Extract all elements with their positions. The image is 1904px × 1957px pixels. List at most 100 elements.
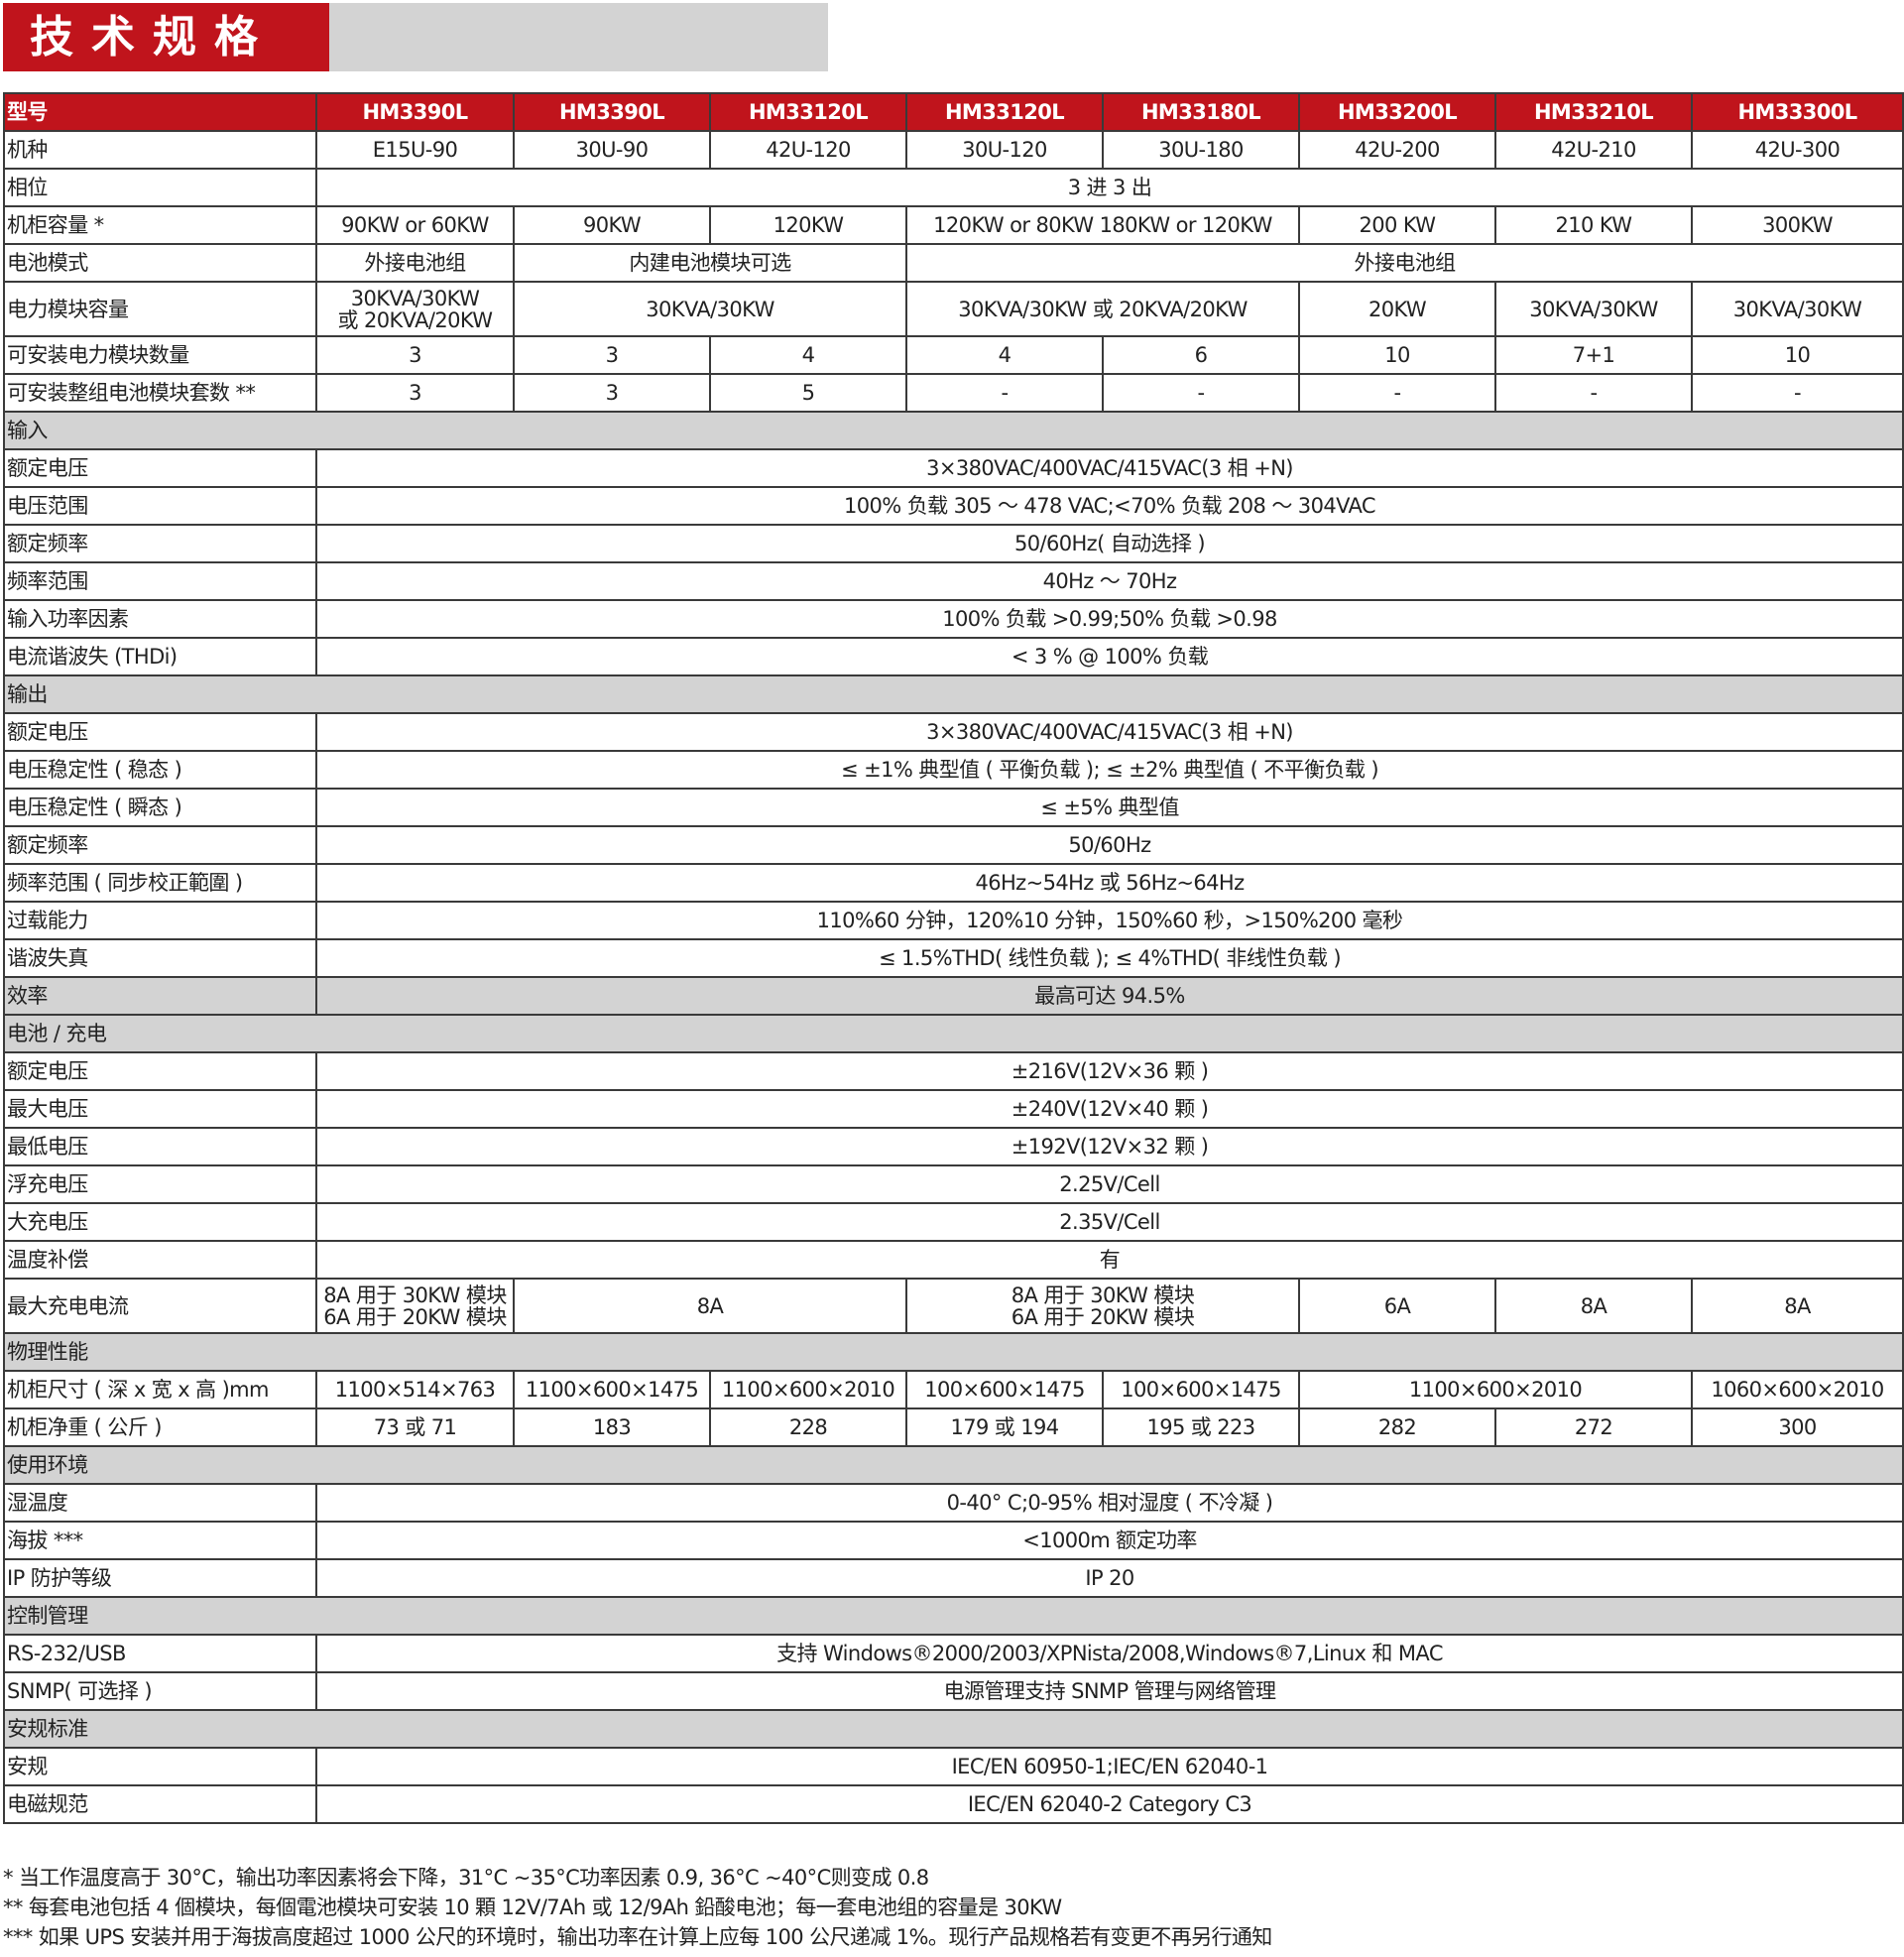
table-row: 额定频率 50/60Hz [3,825,1904,865]
model-header-cell: HM33300L [1691,92,1904,132]
value-cell: 内建电池模块可选 [513,243,907,283]
value-cell: 42U-200 [1298,130,1496,170]
row-label: 电压稳定性 ( 稳态 ) [3,750,317,790]
value-cell: ≤ ±1% 典型值 ( 平衡负载 ); ≤ ±2% 典型值 ( 不平衡负载 ) [315,750,1904,790]
value-cell: - [1102,373,1300,413]
value-cell: ±216V(12V×36 颗 ) [315,1051,1904,1091]
value-cell: ±240V(12V×40 颗 ) [315,1089,1904,1129]
section-title: 输入 [3,411,1904,450]
table-row: RS-232/USB 支持 Windows®2000/2003/XPNista/2… [3,1634,1904,1673]
table-row: 额定电压 ±216V(12V×36 颗 ) [3,1051,1904,1091]
row-label: 电池模式 [3,243,317,283]
value-cell: 3×380VAC/400VAC/415VAC(3 相 +N) [315,712,1904,752]
value-cell: 1100×514×763 [315,1370,515,1409]
row-label: 额定电压 [3,1051,317,1091]
row-label: 最低电压 [3,1127,317,1166]
value-cell: 8A [1494,1278,1693,1334]
table-row: 输入功率因素 100% 负载 >0.99;50% 负载 >0.98 [3,599,1904,639]
table-row: 电流谐波失 (THDi) < 3 % @ 100% 负载 [3,637,1904,676]
table-row: 频率范围 ( 同步校正範圍 ) 46Hz~54Hz 或 56Hz~64Hz [3,863,1904,903]
value-cell: 外接电池组 [905,243,1904,283]
value-cell: 50/60Hz( 自动选择 ) [315,524,1904,563]
row-label: 相位 [3,168,317,207]
title-banner-bar [329,3,828,71]
row-label: 机柜容量 * [3,205,317,245]
row-label: 海拔 *** [3,1521,317,1560]
model-header-cell: HM3390L [315,92,515,132]
section-title: 安规标准 [3,1709,1904,1749]
value-cell: 100×600×1475 [1102,1370,1300,1409]
table-row: 电力模块容量 30KVA/30KW 或 20KVA/20KW 30KVA/30KW 3… [3,281,1904,337]
value-cell: ≤ 1.5%THD( 线性负载 ); ≤ 4%THD( 非线性负载 ) [315,938,1904,978]
value-cell: 42U-210 [1494,130,1693,170]
value-cell: 100% 负载 305 ～ 478 VAC;<70% 负载 208 ～ 304V… [315,486,1904,526]
row-label: 安规 [3,1747,317,1786]
table-row: 额定频率 50/60Hz( 自动选择 ) [3,524,1904,563]
row-label: 机柜尺寸 ( 深 x 宽 x 高 )mm [3,1370,317,1409]
value-cell: 8A [1691,1278,1904,1334]
value-cell: 90KW [513,205,711,245]
table-row: IP 防护等级 IP 20 [3,1558,1904,1598]
value-cell: E15U-90 [315,130,515,170]
table-row: 谐波失真 ≤ 1.5%THD( 线性负载 ); ≤ 4%THD( 非线性负载 ) [3,938,1904,978]
section-title: 物理性能 [3,1332,1904,1372]
model-header-cell: HM33180L [1102,92,1300,132]
table-row: 电池模式 外接电池组 内建电池模块可选 外接电池组 [3,243,1904,283]
value-cell: 5 [709,373,907,413]
section-title: 电池 / 充电 [3,1014,1904,1053]
row-label: 温度补偿 [3,1240,317,1280]
table-row: 电压范围 100% 负载 305 ～ 478 VAC;<70% 负载 208 ～ … [3,486,1904,526]
table-row: 机柜净重 ( 公斤 ) 73 或 71 183 228 179 或 194 195 或 2… [3,1407,1904,1447]
value-cell: 100% 负载 >0.99;50% 负载 >0.98 [315,599,1904,639]
row-label: SNMP( 可选择 ) [3,1671,317,1711]
value-cell: 30KVA/30KW 或 20KVA/20KW [905,281,1300,337]
table-row: 可安装整组电池模块套数 ** 3 3 5- - - - - [3,373,1904,413]
row-label: 浮充电压 [3,1164,317,1204]
value-cell: 2.35V/Cell [315,1202,1904,1242]
row-label: 可安装整组电池模块套数 ** [3,373,317,413]
model-header-cell: HM33210L [1494,92,1693,132]
value-cell: 90KW or 60KW [315,205,515,245]
value-cell: 4 [709,335,907,375]
value-cell: 73 或 71 [315,1407,515,1447]
value-cell: 30U-90 [513,130,711,170]
value-cell: 3 [513,373,711,413]
value-cell: 3 [315,335,515,375]
value-cell: 100×600×1475 [905,1370,1104,1409]
table-row: 电压稳定性 ( 瞬态 ) ≤ ±5% 典型值 [3,788,1904,827]
value-cell: 最高可达 94.5% [315,976,1904,1016]
row-label: 额定频率 [3,825,317,865]
value-cell: <1000m 额定功率 [315,1521,1904,1560]
value-cell: 30KVA/30KW 或 20KVA/20KW [315,281,515,337]
table-row: 机柜尺寸 ( 深 x 宽 x 高 )mm 1100×514×763 1100×600… [3,1370,1904,1409]
value-cell: 4 [905,335,1104,375]
value-cell: 300KW [1691,205,1904,245]
row-label: 效率 [3,976,317,1016]
row-label: RS-232/USB [3,1634,317,1673]
model-header-cell: HM33200L [1298,92,1496,132]
value-cell: 1060×600×2010 [1691,1370,1904,1409]
table-row: 额定电压 3×380VAC/400VAC/415VAC(3 相 +N) [3,448,1904,488]
page-title: 技术规格 [3,3,329,71]
value-cell: 8A [513,1278,907,1334]
row-label: 电流谐波失 (THDi) [3,637,317,676]
row-label: 最大电压 [3,1089,317,1129]
row-label: 频率范围 ( 同步校正範圍 ) [3,863,317,903]
value-cell: 8A 用于 30KW 模块 6A 用于 20KW 模块 [315,1278,515,1334]
value-cell: 50/60Hz [315,825,1904,865]
value-cell: 7+1 [1494,335,1693,375]
value-cell: 42U-120 [709,130,907,170]
row-label: 电力模块容量 [3,281,317,337]
value-cell: 有 [315,1240,1904,1280]
table-row: 浮充电压 2.25V/Cell [3,1164,1904,1204]
footnote-2: ** 每套电池包括 4 個模块，每個電池模块可安装 10 顆 12V/7Ah 或… [3,1896,1062,1919]
table-row: 过载能力 110%60 分钟，120%10 分钟，150%60 秒，>150%20… [3,901,1904,940]
value-cell: - [1494,373,1693,413]
value-cell: 6A [1298,1278,1496,1334]
table-row: 效率 最高可达 94.5% [3,976,1904,1016]
value-cell: 8A 用于 30KW 模块 6A 用于 20KW 模块 [905,1278,1300,1334]
table-row: 电压稳定性 ( 稳态 ) ≤ ±1% 典型值 ( 平衡负载 ); ≤ ±2% 典型… [3,750,1904,790]
section-row: 电池 / 充电 [3,1014,1904,1053]
value-cell: 外接电池组 [315,243,515,283]
value-cell: 2.25V/Cell [315,1164,1904,1204]
